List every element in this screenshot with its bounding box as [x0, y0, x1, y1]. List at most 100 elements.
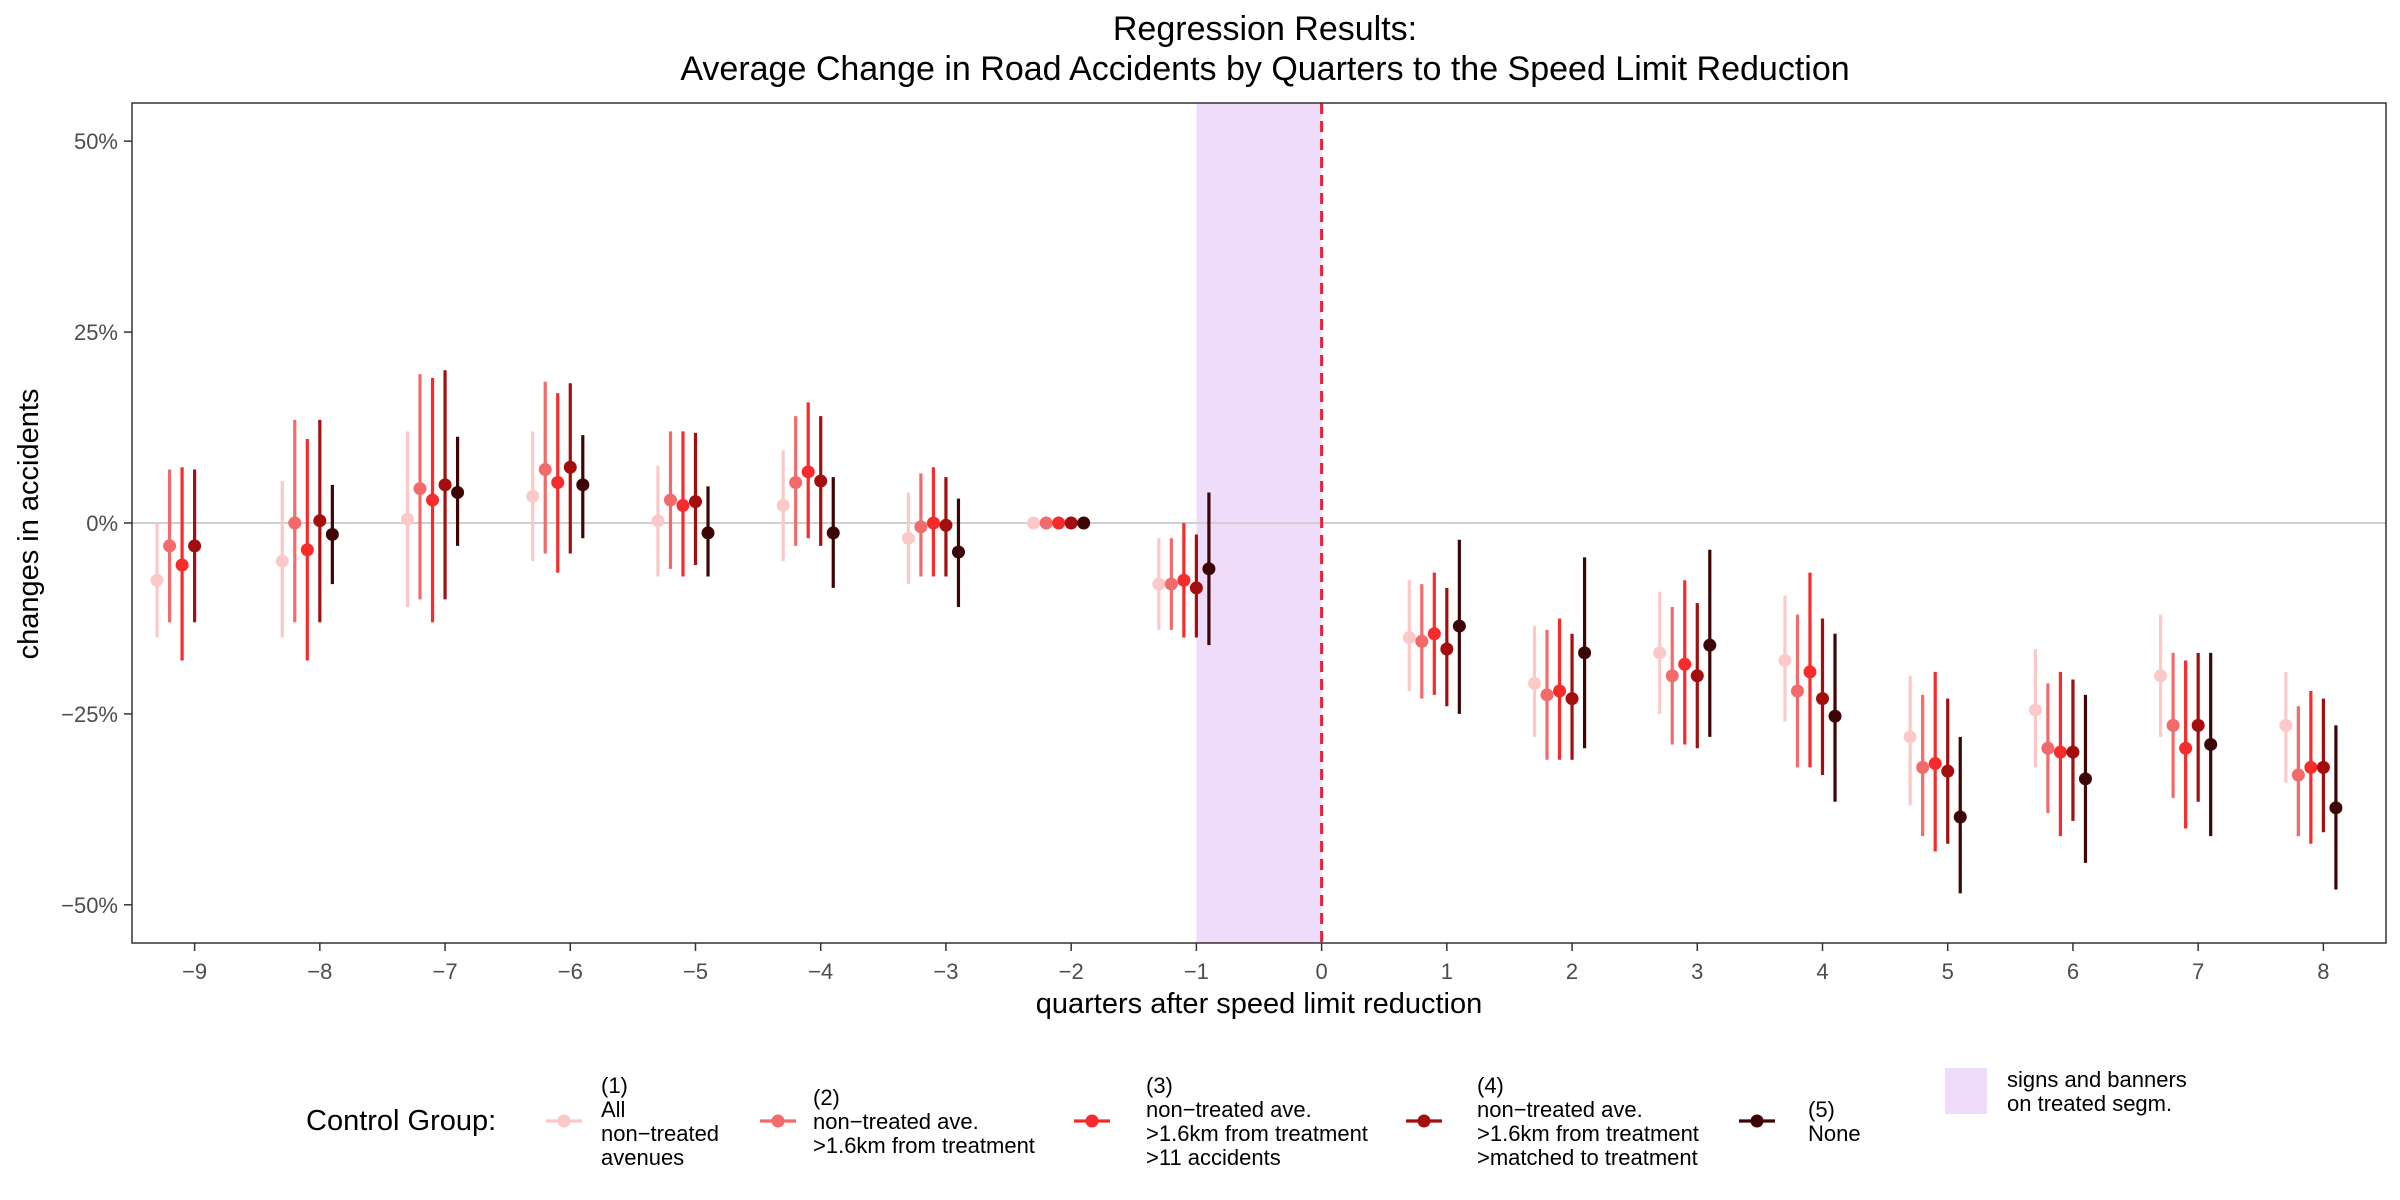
x-tick-label: 8 — [2317, 959, 2329, 984]
point-s1-q5 — [1903, 730, 1917, 744]
point-s5-q-7 — [451, 485, 465, 499]
legend-label-1: non−treated — [601, 1121, 719, 1146]
point-s1-q6 — [2028, 703, 2042, 717]
x-tick-label: −9 — [182, 959, 207, 984]
x-tick-label: 4 — [1816, 959, 1828, 984]
point-s1-q2 — [1527, 676, 1541, 690]
point-s4-q4 — [1816, 692, 1829, 706]
legend-label-2: (2) — [813, 1085, 840, 1110]
legend-label-1: (1) — [601, 1073, 628, 1098]
point-s4-q-4 — [814, 474, 828, 488]
point-s4-q3 — [1690, 669, 1704, 683]
point-s4-q-5 — [689, 495, 702, 509]
x-tick-label: 5 — [1942, 959, 1954, 984]
point-s4-q-2 — [1064, 516, 1078, 530]
point-s2-q8 — [2291, 768, 2305, 782]
legend-label-shade: on treated segm. — [2007, 1091, 2172, 1116]
legend-key-shade — [1945, 1068, 1987, 1114]
legend-label-3: >1.6km from treatment — [1146, 1121, 1368, 1146]
point-s5-q-8 — [325, 527, 339, 541]
legend-label-4: >1.6km from treatment — [1477, 1121, 1699, 1146]
point-s1-q4 — [1778, 653, 1792, 667]
x-tick-label: −6 — [558, 959, 583, 984]
x-tick-label: −8 — [307, 959, 332, 984]
point-s5-q5 — [1953, 810, 1967, 824]
legend-label-3: (3) — [1146, 1073, 1173, 1098]
point-s5-q-4 — [826, 526, 840, 540]
x-tick-label: 1 — [1441, 959, 1453, 984]
x-tick-label: 6 — [2067, 959, 2079, 984]
point-s2-q2 — [1540, 688, 1554, 702]
legend-key-point-3 — [1085, 1114, 1099, 1128]
legend-label-2: non−treated ave. — [813, 1109, 979, 1134]
point-s3-q1 — [1427, 627, 1441, 641]
y-tick-label: −25% — [61, 702, 118, 727]
point-s2-q-9 — [163, 539, 177, 553]
point-s3-q6 — [2053, 745, 2067, 759]
point-s2-q4 — [1790, 684, 1804, 698]
point-s1-q8 — [2279, 718, 2293, 732]
point-s3-q-9 — [175, 558, 189, 572]
y-tick-label: −50% — [61, 893, 118, 918]
x-tick-label: −1 — [1184, 959, 1209, 984]
legend-label-5: (5) — [1808, 1097, 1835, 1122]
y-tick-label: 0% — [86, 511, 118, 536]
legend-key-point-1 — [557, 1114, 571, 1128]
point-s3-q3 — [1678, 657, 1692, 671]
point-s1-q1 — [1402, 631, 1416, 645]
chart-title-line-1: Regression Results: — [1113, 10, 1417, 48]
point-s5-q6 — [2078, 772, 2092, 786]
point-s3-q4 — [1803, 665, 1817, 679]
x-tick-label: 3 — [1691, 959, 1703, 984]
point-s3-q-4 — [801, 465, 815, 479]
point-s4-q1 — [1440, 642, 1454, 656]
point-s1-q3 — [1653, 646, 1667, 660]
x-tick-label: −5 — [683, 959, 708, 984]
legend-label-1: avenues — [601, 1145, 684, 1170]
x-tick-label: −7 — [433, 959, 458, 984]
point-s5-q8 — [2329, 801, 2343, 815]
point-s2-q3 — [1665, 669, 1679, 683]
point-s3-q-3 — [926, 516, 940, 530]
point-s5-q-5 — [701, 526, 715, 540]
point-s2-q5 — [1916, 760, 1930, 774]
point-s4-q-9 — [188, 539, 202, 553]
legend-key-point-4 — [1417, 1114, 1431, 1128]
point-s1-q-5 — [651, 514, 665, 528]
legend-key-point-2 — [771, 1114, 785, 1128]
point-s2-q-7 — [413, 482, 427, 496]
point-s5-q-1 — [1202, 562, 1216, 576]
x-tick-label: 2 — [1566, 959, 1578, 984]
x-tick-label: 7 — [2192, 959, 2204, 984]
legend-label-shade: signs and banners — [2007, 1067, 2187, 1092]
point-s1-q7 — [2154, 669, 2168, 683]
point-s4-q8 — [2316, 760, 2330, 774]
point-s2-q7 — [2166, 718, 2180, 732]
point-s5-q-6 — [576, 478, 590, 492]
x-tick-label: 0 — [1315, 959, 1327, 984]
point-s1-q-7 — [400, 512, 414, 526]
y-tick-label: 50% — [74, 129, 118, 154]
point-s4-q7 — [2191, 718, 2205, 732]
point-s5-q-2 — [1077, 516, 1091, 530]
point-s2-q-6 — [538, 463, 552, 477]
point-s3-q2 — [1553, 684, 1567, 698]
axes: −9 −8 −7 −6 −5 −4 −3 −2 −1 0 1 2 3 4 5 6 7 8 50% 25% 0% −25% −… — [61, 102, 2387, 984]
point-s4-q-7 — [438, 478, 452, 492]
point-s1-q-1 — [1152, 577, 1166, 591]
legend-label-3: >11 accidents — [1146, 1145, 1281, 1170]
legend-key-point-5 — [1750, 1114, 1764, 1128]
y-axis-title: changes in accidents — [13, 389, 45, 660]
point-s4-q6 — [2066, 745, 2080, 759]
point-s5-q1 — [1452, 619, 1466, 633]
point-s3-q-5 — [676, 498, 690, 512]
legend-label-4: non−treated ave. — [1477, 1097, 1643, 1122]
point-s2-q-2 — [1039, 516, 1053, 530]
point-s3-q-6 — [551, 476, 565, 490]
point-s4-q5 — [1941, 764, 1955, 778]
y-tick-label: 25% — [74, 320, 118, 345]
point-s5-q-3 — [951, 545, 965, 559]
point-s2-q-1 — [1164, 577, 1178, 591]
